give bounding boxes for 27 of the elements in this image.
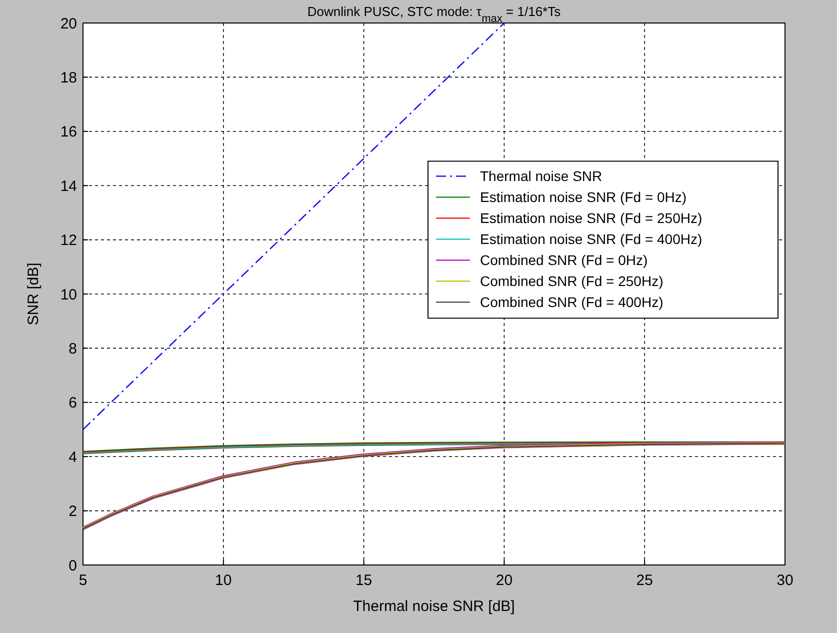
y-tick-label: 20 [60,15,77,32]
x-tick-label: 10 [215,572,232,589]
y-tick-label: 18 [60,69,77,86]
x-tick-label: 30 [776,572,794,589]
x-tick-label: 20 [496,572,513,589]
y-tick-label: 12 [60,232,77,250]
x-axis-title: Thermal noise SNR [dB] [353,598,515,615]
legend-label: Combined SNR (Fd = 400Hz) [480,294,664,310]
y-tick-label: 2 [68,503,77,520]
x-tick-label: 5 [78,572,88,589]
legend-label: Thermal noise SNR [480,168,602,184]
y-tick-label: 4 [68,448,77,466]
y-tick-label: 10 [60,286,77,304]
legend-label: Estimation noise SNR (Fd = 250Hz) [480,210,702,226]
y-tick-label: 14 [60,178,77,195]
y-tick-label: 8 [68,340,77,358]
legend-label: Estimation noise SNR (Fd = 400Hz) [480,231,702,248]
y-tick-label: 0 [68,557,77,574]
legend-label: Estimation noise SNR (Fd = 0Hz) [480,189,687,206]
y-tick-label: 16 [60,124,77,141]
y-axis-title: SNR [dB] [25,262,42,326]
x-tick-label: 15 [355,572,372,589]
x-tick-label: 25 [636,572,653,589]
y-tick-label: 6 [68,394,77,412]
legend-label: Combined SNR (Fd = 0Hz) [480,252,648,268]
legend-label: Combined SNR (Fd = 250Hz) [480,273,664,290]
chart-title: Downlink PUSC, STC mode: τ$_{max}$ = 1/16*Ts [307,4,562,25]
